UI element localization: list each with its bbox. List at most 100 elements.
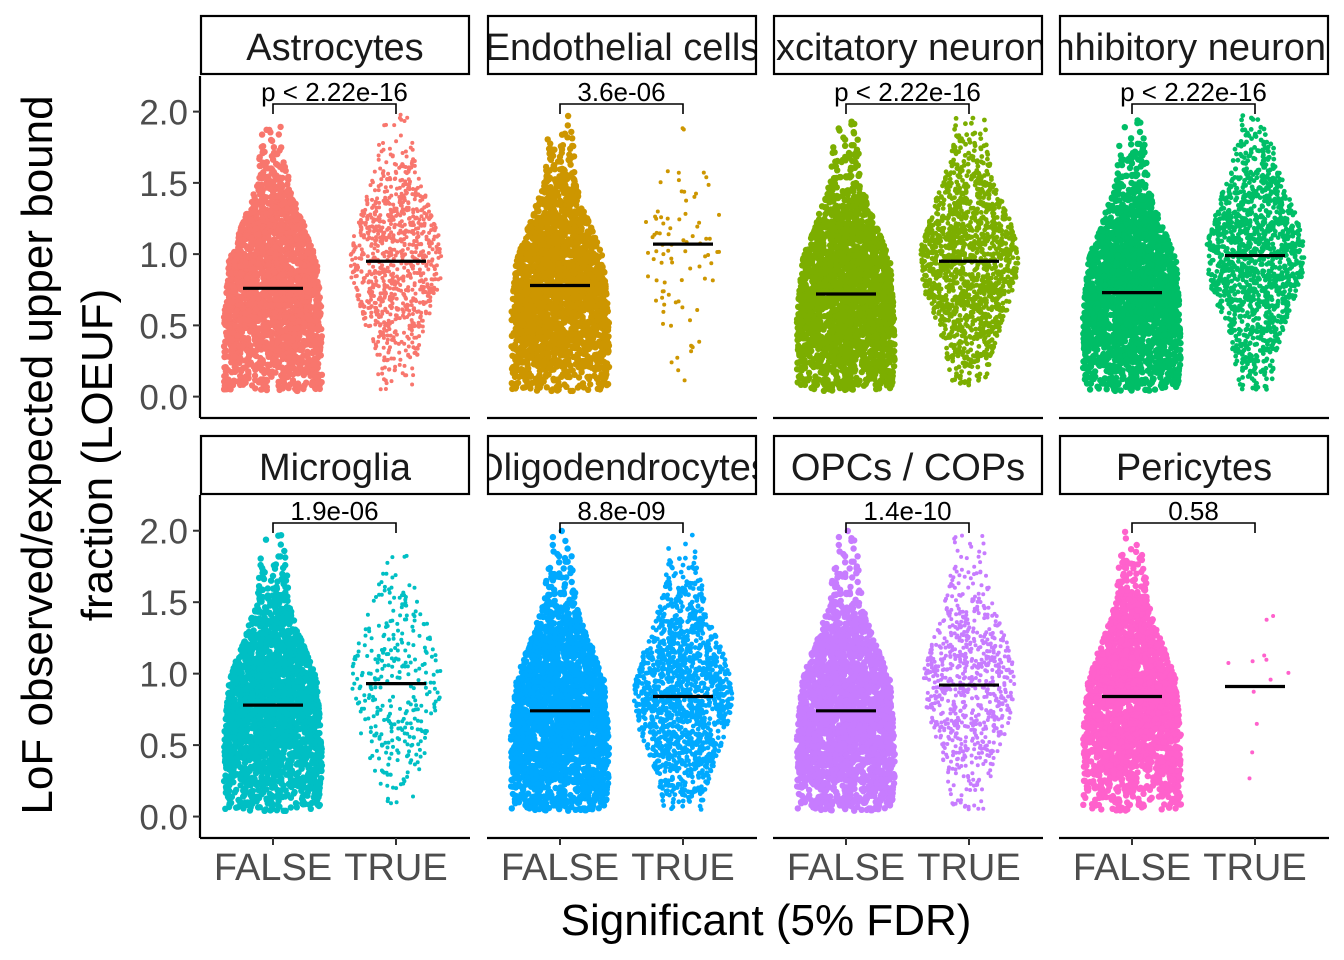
- swarm-point: [250, 208, 258, 216]
- swarm-point: [375, 320, 380, 325]
- swarm-point: [397, 185, 402, 190]
- swarm-point: [359, 299, 364, 304]
- swarm-point: [248, 382, 256, 389]
- swarm-point: [365, 197, 370, 202]
- swarm-point: [374, 279, 379, 283]
- swarm-point: [228, 359, 235, 366]
- swarm-point: [402, 363, 407, 368]
- swarm-point: [429, 223, 434, 228]
- swarm-point: [512, 274, 520, 281]
- swarm-point: [278, 201, 286, 208]
- swarm-point: [420, 231, 424, 236]
- swarm-point: [550, 337, 558, 344]
- swarm-point: [601, 358, 608, 366]
- swarm-point: [361, 276, 366, 281]
- swarm-point: [290, 224, 297, 231]
- swarm-point: [394, 139, 399, 144]
- swarm-point: [228, 336, 236, 344]
- swarm-point: [250, 258, 257, 265]
- swarm-point: [354, 285, 359, 290]
- swarm-point: [274, 150, 281, 158]
- swarm-point: [275, 378, 282, 386]
- swarm-point: [432, 272, 437, 277]
- swarm-point: [521, 384, 528, 391]
- swarm-point: [287, 192, 294, 199]
- swarm-point: [431, 291, 436, 296]
- swarm-point: [374, 224, 379, 229]
- swarm-point: [421, 302, 426, 306]
- swarm-point: [349, 275, 354, 280]
- swarm-point: [268, 319, 276, 326]
- swarm-point: [395, 280, 400, 285]
- swarm-point: [424, 254, 428, 259]
- swarm-point: [420, 329, 425, 334]
- swarm-point: [254, 328, 261, 335]
- swarm-point: [394, 332, 399, 337]
- swarm-point: [407, 326, 412, 331]
- swarm-point: [223, 353, 230, 360]
- swarm-point: [385, 341, 390, 345]
- swarm-point: [388, 312, 393, 317]
- swarm-point: [258, 131, 266, 138]
- swarm-point: [235, 278, 242, 285]
- swarm-point: [413, 291, 418, 296]
- swarm-point: [393, 169, 398, 174]
- swarm-point: [300, 337, 307, 345]
- swarm-point: [220, 343, 228, 350]
- swarm-point: [388, 345, 392, 350]
- swarm-point: [432, 228, 437, 233]
- swarm-point: [365, 273, 370, 278]
- swarm-point: [220, 313, 228, 321]
- swarm-point: [427, 217, 432, 221]
- swarm-point: [542, 163, 550, 171]
- swarm-point: [407, 308, 412, 313]
- swarm-point: [411, 345, 416, 350]
- swarm-point: [371, 256, 376, 260]
- swarm-point: [389, 184, 393, 189]
- swarm-point: [306, 303, 314, 310]
- swarm-point: [259, 188, 266, 195]
- swarm-point: [383, 195, 388, 200]
- swarm-point: [399, 288, 403, 293]
- swarm-point: [372, 246, 377, 251]
- swarm-point: [270, 144, 278, 151]
- swarm-point: [296, 259, 304, 267]
- swarm-point: [399, 117, 404, 122]
- swarm-point: [284, 181, 291, 188]
- swarm-point: [377, 352, 382, 357]
- swarm-point: [358, 222, 363, 227]
- swarm-point: [376, 157, 381, 162]
- swarm-point: [393, 253, 398, 258]
- swarm-point: [378, 387, 383, 392]
- swarm-point: [245, 370, 252, 377]
- swarm-point: [403, 252, 408, 257]
- swarm-point: [261, 312, 269, 320]
- swarm-point: [404, 190, 409, 195]
- swarm-point: [317, 310, 324, 317]
- swarm-point: [389, 356, 394, 361]
- swarm-point: [286, 199, 294, 206]
- swarm-point: [369, 294, 374, 299]
- swarm-point: [265, 180, 272, 187]
- swarm-point: [404, 154, 409, 159]
- swarm-point: [376, 231, 381, 236]
- swarm-point: [370, 205, 375, 210]
- swarm-point: [382, 189, 387, 194]
- swarm-point: [353, 256, 358, 261]
- swarm-point: [248, 349, 256, 356]
- swarm-point: [422, 205, 427, 210]
- swarm-point: [559, 371, 567, 378]
- swarm-point: [401, 313, 405, 318]
- swarm-point: [266, 331, 273, 338]
- swarm-point: [423, 194, 428, 199]
- swarm-point: [389, 379, 394, 384]
- swarm-point: [421, 280, 426, 285]
- swarm-point: [244, 317, 252, 324]
- swarm-point: [386, 318, 391, 323]
- swarm-point: [389, 262, 393, 267]
- swarm-point: [275, 131, 282, 138]
- swarm-point: [394, 206, 399, 211]
- swarm-point: [436, 255, 441, 260]
